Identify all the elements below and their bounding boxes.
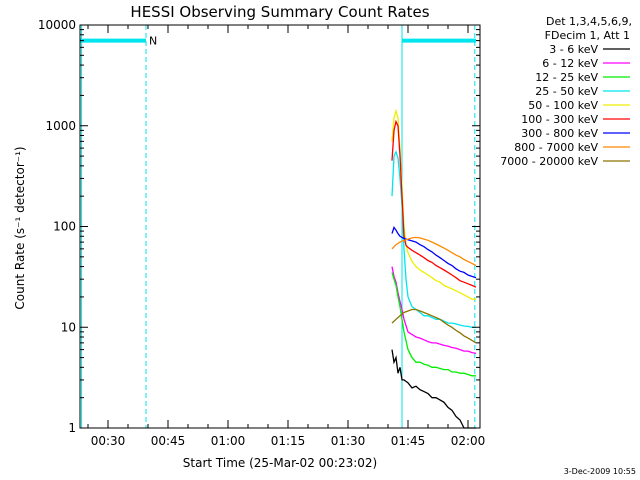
- y-axis: 1 10 100 1000 10000: [38, 18, 480, 435]
- x-tick-label: 01:30: [331, 434, 366, 448]
- legend-header-line-2: FDecim 1, Att 1: [545, 29, 630, 42]
- legend-entry-label: 3 - 6 keV: [549, 43, 598, 56]
- legend-entry-label: 7000 - 20000 keV: [500, 155, 598, 168]
- series-line-3: [391, 150, 476, 328]
- x-axis-label: Start Time (25-Mar-02 00:23:02): [183, 456, 377, 470]
- x-tick-label: 00:45: [151, 434, 186, 448]
- legend-entry-label: 25 - 50 keV: [535, 85, 598, 98]
- series-line-0: [391, 349, 476, 429]
- flag-label: N: [149, 35, 157, 48]
- y-axis-label: Count Rate (s⁻¹ detector⁻¹): [13, 146, 27, 309]
- generation-timestamp: 3-Dec-2009 10:55: [564, 467, 636, 476]
- legend-entry-label: 800 - 7000 keV: [514, 141, 598, 154]
- legend-entry-label: 12 - 25 keV: [535, 71, 598, 84]
- x-axis: 00:30 00:45 01:00 01:15 01:30 01:45 02:00: [87, 25, 486, 448]
- flag-segments: N: [80, 35, 476, 48]
- series-line-8: [391, 308, 477, 344]
- y-tick-label: 10000: [38, 18, 76, 32]
- x-tick-label: 00:30: [91, 434, 126, 448]
- legend-entry-label: 6 - 12 keV: [542, 57, 598, 70]
- legend-entry-label: 50 - 100 keV: [528, 99, 598, 112]
- series-line-5: [391, 119, 477, 288]
- x-tick-label: 01:45: [391, 434, 426, 448]
- x-tick-label: 01:15: [271, 434, 306, 448]
- plot-frame: [79, 24, 481, 429]
- vertical-markers: [81, 25, 476, 428]
- x-tick-label: 01:00: [211, 434, 246, 448]
- series-line-4: [391, 108, 476, 300]
- legend-entry-label: 100 - 300 keV: [521, 113, 598, 126]
- y-tick-label: 1: [68, 421, 76, 435]
- series-line-2: [391, 272, 476, 377]
- y-tick-label: 1000: [45, 119, 76, 133]
- series-layer: [391, 108, 477, 429]
- x-tick-label: 02:00: [451, 434, 486, 448]
- series-line-7: [391, 236, 477, 267]
- legend: Det 1,3,4,5,6,9, FDecim 1, Att 1 3 - 6 k…: [500, 15, 632, 168]
- legend-header-line-1: Det 1,3,4,5,6,9,: [546, 15, 632, 28]
- chart-title: HESSI Observing Summary Count Rates: [130, 3, 429, 21]
- series-line-1: [391, 266, 477, 355]
- series-line-6: [391, 225, 477, 279]
- legend-entry-label: 300 - 800 keV: [521, 127, 598, 140]
- y-tick-label: 10: [61, 320, 76, 334]
- y-tick-label: 100: [53, 220, 76, 234]
